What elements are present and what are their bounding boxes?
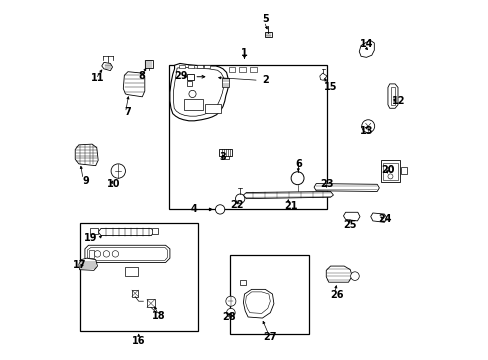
Text: 22: 22	[230, 200, 244, 210]
Text: 13: 13	[359, 126, 372, 135]
Circle shape	[188, 90, 196, 98]
Polygon shape	[319, 73, 326, 80]
Text: 5: 5	[262, 14, 269, 24]
Circle shape	[225, 296, 235, 306]
Bar	[219, 149, 231, 156]
Bar	[382, 163, 397, 180]
Text: 6: 6	[294, 159, 301, 169]
Bar	[88, 249, 94, 258]
Bar	[90, 228, 98, 234]
Polygon shape	[343, 212, 359, 221]
Text: 20: 20	[381, 165, 394, 175]
Bar	[196, 64, 202, 68]
Circle shape	[215, 205, 224, 214]
Circle shape	[112, 251, 119, 257]
Polygon shape	[370, 213, 386, 222]
Bar	[240, 280, 245, 285]
Polygon shape	[79, 258, 97, 270]
Text: 8: 8	[139, 71, 145, 81]
Circle shape	[350, 272, 359, 280]
Text: 19: 19	[84, 233, 98, 243]
Text: 7: 7	[124, 107, 131, 117]
Text: 24: 24	[378, 215, 391, 224]
Text: 29: 29	[174, 71, 187, 81]
Circle shape	[387, 167, 392, 172]
Bar	[152, 228, 158, 234]
Polygon shape	[169, 63, 228, 121]
Bar	[239, 67, 245, 72]
Text: 12: 12	[391, 96, 405, 106]
Polygon shape	[98, 228, 154, 235]
Polygon shape	[387, 84, 397, 108]
Text: 14: 14	[359, 39, 372, 49]
Text: 11: 11	[91, 73, 105, 83]
Circle shape	[361, 120, 374, 133]
Polygon shape	[123, 72, 144, 97]
Text: 1: 1	[241, 48, 247, 58]
Bar	[144, 60, 152, 68]
Bar	[187, 64, 193, 68]
Bar	[183, 99, 203, 110]
Bar	[230, 255, 308, 334]
Bar	[228, 67, 235, 72]
Text: 18: 18	[151, 311, 165, 321]
Polygon shape	[243, 192, 333, 199]
Circle shape	[290, 172, 304, 185]
Text: 21: 21	[284, 201, 297, 211]
Text: 23: 23	[320, 179, 333, 189]
Polygon shape	[359, 40, 373, 57]
Bar	[132, 290, 138, 297]
Polygon shape	[325, 266, 351, 282]
Text: 9: 9	[82, 176, 89, 186]
Bar	[222, 78, 229, 87]
Bar	[250, 67, 256, 72]
Circle shape	[111, 164, 125, 178]
Text: 15: 15	[323, 82, 337, 92]
Polygon shape	[75, 144, 98, 166]
Polygon shape	[243, 289, 273, 318]
Bar	[203, 64, 209, 68]
Bar	[204, 104, 221, 113]
Text: 25: 25	[343, 220, 356, 230]
Circle shape	[94, 251, 101, 257]
Bar	[222, 156, 228, 159]
Text: 27: 27	[263, 332, 277, 342]
Polygon shape	[390, 87, 394, 105]
Bar	[179, 64, 184, 68]
Polygon shape	[85, 245, 169, 262]
Text: 17: 17	[73, 260, 86, 270]
Text: 2: 2	[262, 75, 269, 85]
Bar	[265, 32, 271, 37]
Circle shape	[235, 194, 244, 203]
Text: 10: 10	[107, 179, 120, 189]
Text: 16: 16	[132, 336, 145, 346]
Text: 28: 28	[222, 312, 236, 322]
Bar	[80, 223, 198, 330]
Text: 26: 26	[329, 290, 343, 300]
Text: 3: 3	[219, 152, 226, 162]
Bar	[400, 167, 407, 174]
Bar	[187, 81, 192, 86]
Circle shape	[387, 174, 392, 179]
Circle shape	[103, 251, 109, 257]
Bar	[380, 160, 400, 182]
Bar	[147, 300, 155, 307]
Bar	[187, 74, 193, 80]
Circle shape	[226, 309, 235, 317]
Text: 4: 4	[190, 204, 197, 215]
Polygon shape	[313, 184, 379, 192]
Polygon shape	[102, 62, 112, 71]
Bar	[125, 267, 138, 276]
Bar	[169, 65, 326, 209]
